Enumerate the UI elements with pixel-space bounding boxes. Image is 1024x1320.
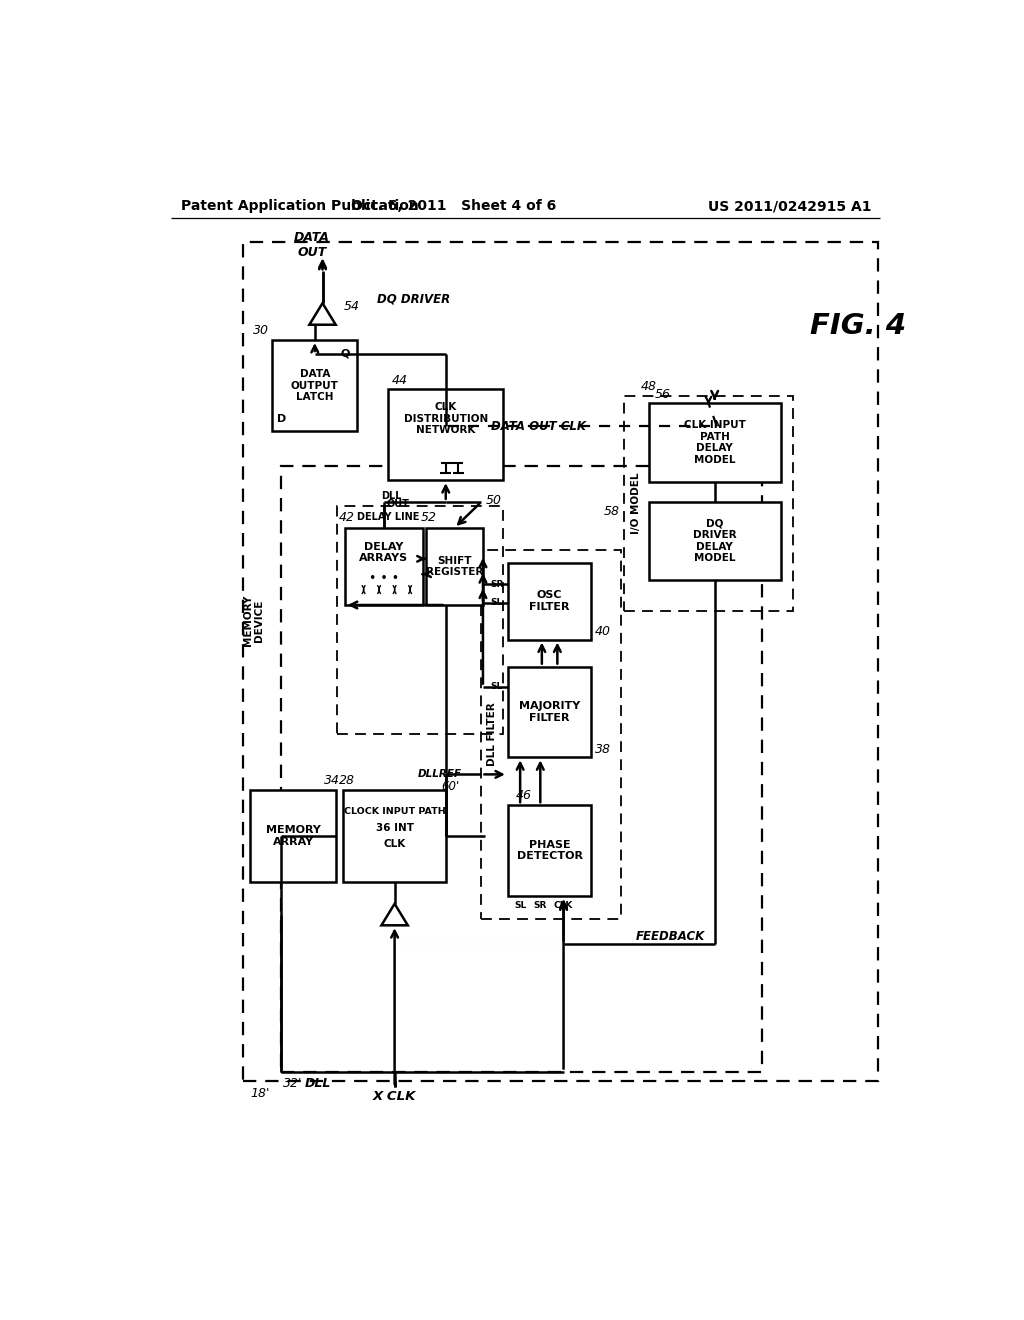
Text: 30: 30 — [253, 325, 269, 338]
Text: 28: 28 — [339, 774, 354, 787]
Text: DELAY
ARRAYS: DELAY ARRAYS — [359, 541, 409, 564]
Text: 44: 44 — [391, 374, 408, 387]
Text: MEMORY
DEVICE: MEMORY DEVICE — [243, 595, 264, 645]
Text: 36 INT: 36 INT — [376, 824, 414, 833]
Text: FEEDBACK: FEEDBACK — [636, 929, 706, 942]
Text: CLK INPUT
PATH
DELAY
MODEL: CLK INPUT PATH DELAY MODEL — [684, 420, 745, 465]
Text: US 2011/0242915 A1: US 2011/0242915 A1 — [709, 199, 872, 213]
Text: 52: 52 — [421, 511, 437, 524]
Bar — [624, 396, 793, 611]
Text: CLK: CLK — [554, 900, 573, 909]
Text: SL: SL — [490, 598, 503, 607]
Text: DELAY LINE: DELAY LINE — [357, 512, 420, 523]
Bar — [343, 789, 445, 882]
Text: OSC
FILTER: OSC FILTER — [529, 590, 569, 612]
Text: 60': 60' — [441, 780, 460, 793]
Bar — [243, 242, 879, 1081]
Text: DATA
OUT: DATA OUT — [294, 231, 330, 260]
Text: Oct. 6, 2011   Sheet 4 of 6: Oct. 6, 2011 Sheet 4 of 6 — [351, 199, 556, 213]
Bar — [251, 789, 336, 882]
Text: D: D — [276, 413, 286, 424]
Text: Patent Application Publication: Patent Application Publication — [180, 199, 419, 213]
Text: Q: Q — [340, 348, 349, 359]
Text: 38: 38 — [595, 743, 610, 756]
Text: 54: 54 — [344, 300, 360, 313]
Text: FIG. 4: FIG. 4 — [810, 313, 906, 341]
Bar — [282, 466, 762, 1072]
Text: OUT: OUT — [386, 499, 410, 510]
Bar — [345, 528, 423, 605]
Bar — [508, 562, 592, 640]
Text: CLK
DISTRIBUTION
NETWORK: CLK DISTRIBUTION NETWORK — [403, 403, 487, 436]
Text: DQ DRIVER: DQ DRIVER — [377, 292, 450, 305]
Bar — [481, 549, 621, 919]
Bar — [337, 507, 503, 734]
Text: 50: 50 — [486, 494, 502, 507]
Text: DLL: DLL — [381, 491, 401, 500]
Bar — [649, 502, 780, 581]
Text: PHASE
DETECTOR: PHASE DETECTOR — [516, 840, 583, 862]
Text: X CLK: X CLK — [373, 1090, 417, 1102]
Text: 56: 56 — [655, 388, 671, 400]
Text: MAJORITY
FILTER: MAJORITY FILTER — [519, 701, 581, 723]
Text: 48: 48 — [641, 380, 657, 393]
Bar — [649, 404, 780, 482]
Text: SR: SR — [534, 900, 547, 909]
Text: 42: 42 — [339, 511, 354, 524]
Text: 18': 18' — [251, 1086, 270, 1100]
Bar — [508, 667, 592, 758]
Text: 40: 40 — [595, 626, 610, 639]
Text: CLOCK INPUT PATH: CLOCK INPUT PATH — [344, 807, 445, 816]
Text: • • •: • • • — [369, 573, 398, 585]
Text: DQ
DRIVER
DELAY
MODEL: DQ DRIVER DELAY MODEL — [693, 519, 736, 564]
Text: MEMORY
ARRAY: MEMORY ARRAY — [265, 825, 321, 847]
Text: DATA OUT CLK: DATA OUT CLK — [492, 420, 587, 433]
Bar — [508, 805, 592, 896]
Bar — [388, 389, 503, 480]
Text: DLLREF: DLLREF — [418, 770, 462, 779]
Text: 34: 34 — [325, 774, 340, 787]
Text: CLK: CLK — [383, 838, 406, 849]
Text: DLL FILTER: DLL FILTER — [487, 702, 498, 766]
Bar — [272, 341, 357, 430]
Text: 58: 58 — [603, 504, 620, 517]
Text: SL: SL — [490, 682, 503, 692]
Text: SR: SR — [490, 579, 504, 589]
Text: SHIFT
REGISTER: SHIFT REGISTER — [426, 556, 483, 577]
Text: DATA
OUTPUT
LATCH: DATA OUTPUT LATCH — [291, 370, 339, 403]
Text: 32': 32' — [283, 1077, 302, 1090]
Text: SL: SL — [514, 900, 526, 909]
Text: 46: 46 — [515, 789, 531, 803]
Text: I/O MODEL: I/O MODEL — [632, 473, 641, 535]
Bar — [426, 528, 483, 605]
Text: DLL: DLL — [305, 1077, 331, 1090]
